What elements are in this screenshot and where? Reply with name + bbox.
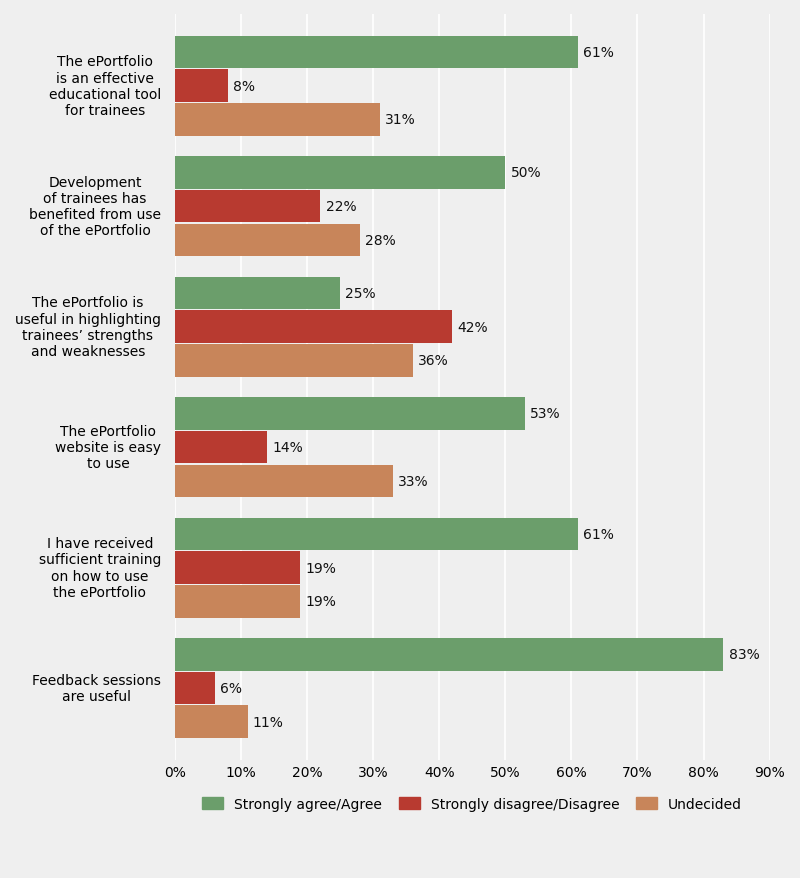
Text: 83%: 83% [729,648,759,661]
Text: 42%: 42% [458,320,488,335]
Text: 22%: 22% [326,200,356,214]
Text: 33%: 33% [398,474,429,488]
Bar [175,311,453,343]
Bar [175,551,301,584]
Bar [175,225,360,257]
Bar [175,104,380,136]
Bar [175,518,578,551]
Text: 36%: 36% [418,354,449,368]
Text: 6%: 6% [220,681,242,695]
Bar [175,277,340,310]
Text: 61%: 61% [583,46,614,60]
Text: 19%: 19% [306,594,337,608]
Text: 8%: 8% [233,80,255,94]
Legend: Strongly agree/Agree, Strongly disagree/Disagree, Undecided: Strongly agree/Agree, Strongly disagree/… [197,791,748,817]
Bar [175,398,525,430]
Text: 11%: 11% [253,715,284,729]
Bar [175,191,320,223]
Text: 53%: 53% [530,407,561,421]
Bar [175,672,214,704]
Bar [175,638,723,671]
Bar [175,465,393,498]
Bar [175,706,247,738]
Text: 25%: 25% [346,286,376,300]
Text: 61%: 61% [583,527,614,541]
Bar [175,37,578,69]
Bar [175,157,506,190]
Bar [175,345,413,378]
Text: 14%: 14% [273,441,303,455]
Text: 28%: 28% [366,234,396,248]
Text: 19%: 19% [306,561,337,575]
Text: 31%: 31% [385,113,416,127]
Bar [175,431,267,464]
Bar [175,70,228,103]
Bar [175,586,301,618]
Text: 50%: 50% [510,166,542,180]
